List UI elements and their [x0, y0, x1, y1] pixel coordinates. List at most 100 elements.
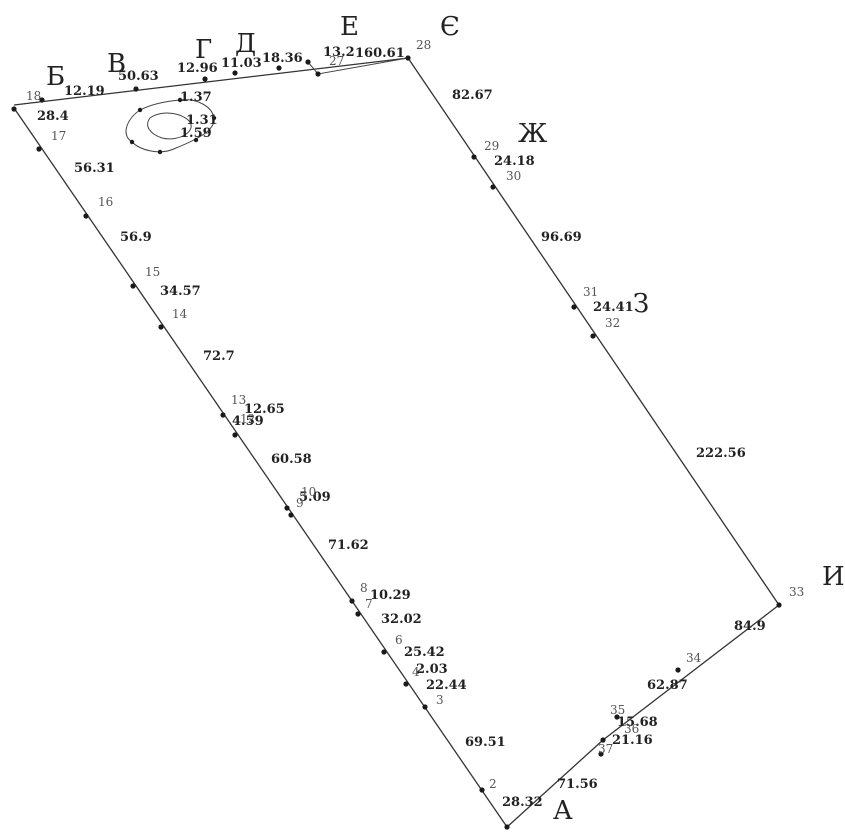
segment-length: 18.36 — [262, 51, 303, 66]
vertex — [422, 704, 428, 710]
point-number: 16 — [98, 195, 113, 209]
vertex — [129, 139, 135, 145]
point-number: 17 — [51, 129, 66, 143]
vertex — [202, 76, 208, 82]
vertex — [504, 824, 510, 830]
point-number: 12 — [240, 412, 255, 426]
segment-length: 21.16 — [612, 733, 653, 748]
vertices — [11, 55, 782, 830]
vertex — [600, 737, 606, 743]
segment-length: 32.02 — [381, 612, 422, 627]
segment-length: 25.42 — [404, 645, 445, 660]
point-numbers: 2 3 4 6 7 8 9 10 12 13 14 15 16 17 18 27… — [26, 38, 804, 791]
vertex — [349, 598, 355, 604]
segment-length: 62.87 — [647, 678, 688, 693]
vertex — [305, 59, 311, 65]
vertex — [355, 611, 361, 617]
point-number: 27 — [329, 54, 344, 68]
segment-length: 71.62 — [328, 538, 369, 553]
point-number: 4 — [412, 665, 420, 679]
segment-length: 24.18 — [494, 154, 535, 169]
point-number: 34 — [686, 651, 702, 665]
point-number: 31 — [583, 285, 598, 299]
segment-length: 10.29 — [370, 588, 411, 603]
point-number: 10 — [301, 485, 316, 499]
point-number: 3 — [436, 693, 444, 707]
point-number: 33 — [789, 585, 804, 599]
corner-label: Д — [235, 29, 256, 59]
segment-length: 28.32 — [502, 795, 543, 810]
point-number: 18 — [26, 89, 41, 103]
vertex — [39, 97, 45, 103]
segment-length: 5.09 — [299, 490, 331, 505]
segment-length: 1.37 — [180, 90, 212, 105]
point-number: 30 — [506, 169, 521, 183]
vertex — [177, 97, 183, 103]
vertex — [405, 55, 411, 61]
segment-length: 1.31 — [186, 113, 218, 128]
point-number: 32 — [605, 316, 620, 330]
point-number: 36 — [624, 722, 639, 736]
vertex — [220, 412, 226, 418]
vertex — [490, 184, 496, 190]
vertex — [130, 283, 136, 289]
point-number: 8 — [360, 581, 368, 595]
vertex — [158, 324, 164, 330]
segment-length: 84.9 — [734, 619, 766, 634]
segment-length: 12.65 — [244, 402, 285, 417]
corner-label: Б — [46, 62, 65, 92]
vertex — [133, 86, 139, 92]
segment-length: 11.03 — [221, 56, 262, 71]
vertex — [776, 602, 782, 608]
segment-length: 160.61 — [355, 46, 405, 61]
vertex — [471, 154, 477, 160]
point-number: 9 — [296, 496, 304, 510]
vertex — [479, 787, 485, 793]
point-number: 28 — [416, 38, 431, 52]
segment-length: 4.59 — [232, 414, 264, 429]
corner-label: Г — [195, 35, 212, 65]
vertex — [675, 667, 681, 673]
segment-length: 222.56 — [696, 446, 746, 461]
point-number: 14 — [172, 307, 188, 321]
segment-length: 28.4 — [37, 109, 69, 124]
segment-length: 34.57 — [160, 284, 201, 299]
vertex — [381, 649, 387, 655]
vertex — [614, 714, 620, 720]
segment-length: 82.67 — [452, 88, 493, 103]
segment-length: 69.51 — [465, 735, 506, 750]
segment-length: 50.63 — [118, 69, 159, 84]
vertex — [571, 304, 577, 310]
corner-label: В — [107, 49, 126, 79]
boundary-line-right — [407, 57, 780, 606]
segment-length: 15.68 — [617, 715, 658, 730]
vertex — [284, 505, 290, 511]
segment-length: 2.03 — [416, 662, 448, 677]
point-number: 2 — [489, 777, 497, 791]
segment-length: 72.7 — [203, 349, 235, 364]
corner-label: З — [633, 289, 649, 319]
corner-label: Е — [340, 12, 359, 42]
boundary-line-bottom — [506, 739, 604, 828]
point-number: 15 — [145, 265, 160, 279]
vertex — [315, 71, 321, 77]
point-number: 29 — [484, 139, 499, 153]
vertex — [211, 115, 217, 121]
point-number: 6 — [395, 633, 403, 647]
corner-label: Є — [440, 12, 460, 42]
vertex — [193, 137, 199, 143]
vertex — [288, 512, 294, 518]
segment-length: 12.96 — [177, 61, 218, 76]
point-number: 13 — [231, 393, 246, 407]
vertex — [232, 70, 238, 76]
segment-length: 96.69 — [541, 230, 582, 245]
point-number: 35 — [610, 703, 625, 717]
segment-length: 56.31 — [74, 161, 115, 176]
point-number: 37 — [598, 742, 613, 756]
vertex — [11, 106, 17, 112]
point-number: 7 — [365, 597, 373, 611]
enclave-inner — [147, 112, 192, 140]
vertex — [36, 146, 42, 152]
enclave-outline — [125, 99, 215, 153]
